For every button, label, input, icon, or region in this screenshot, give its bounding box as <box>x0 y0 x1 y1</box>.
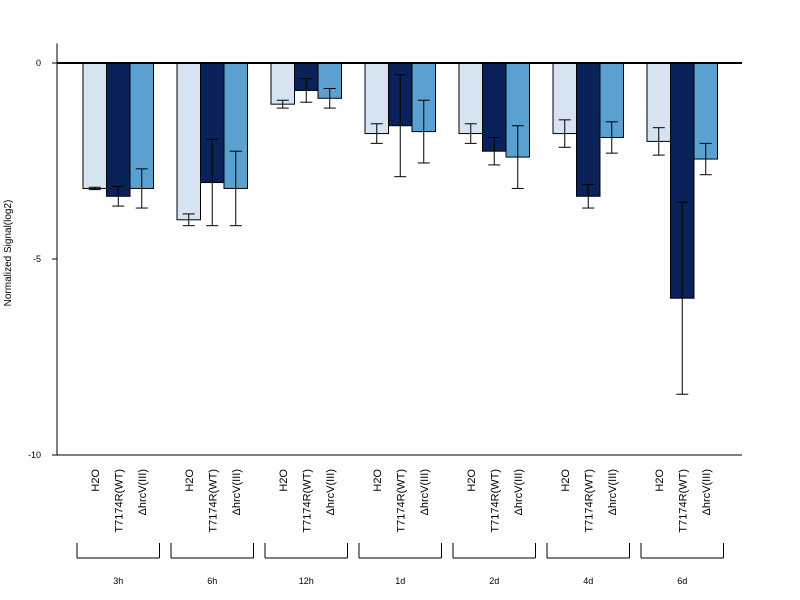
bar-1d-0 <box>364 62 389 135</box>
bar-6h-0 <box>176 62 201 221</box>
group-label: 4d <box>583 576 593 586</box>
category-label: H2O <box>654 469 666 492</box>
bar-3h-1 <box>106 62 131 197</box>
group-label: 12h <box>299 576 314 586</box>
bar-12h-0 <box>270 62 295 105</box>
category-label: ΔhrcV(III) <box>607 469 619 515</box>
y-axis-title: Normalized Signal(log2) <box>3 200 14 307</box>
category-label: H2O <box>278 469 290 492</box>
category-label: H2O <box>466 469 478 492</box>
category-label: H2O <box>560 469 572 492</box>
category-label: T7174R(WT) <box>301 469 313 533</box>
category-label: T7174R(WT) <box>113 469 125 533</box>
group-label: 2d <box>489 576 499 586</box>
category-label: T7174R(WT) <box>489 469 501 533</box>
category-label: T7174R(WT) <box>583 469 595 533</box>
category-label: ΔhrcV(III) <box>419 469 431 515</box>
group-label: 6d <box>677 576 687 586</box>
bar-3h-0 <box>82 62 107 189</box>
category-label: H2O <box>372 469 384 492</box>
category-label: ΔhrcV(III) <box>137 469 149 515</box>
bar-2d-0 <box>458 62 483 135</box>
category-label: ΔhrcV(III) <box>325 469 337 515</box>
group-label: 6h <box>207 576 217 586</box>
category-label: ΔhrcV(III) <box>513 469 525 515</box>
y-tick-label: 0 <box>36 58 41 68</box>
y-tick-label: -10 <box>28 450 41 460</box>
category-label: T7174R(WT) <box>395 469 407 533</box>
category-label: ΔhrcV(III) <box>231 469 243 515</box>
bar-4d-1 <box>576 62 601 197</box>
group-label: 3h <box>113 576 123 586</box>
y-tick-label: -5 <box>33 254 41 264</box>
category-label: H2O <box>184 469 196 492</box>
category-label: ΔhrcV(III) <box>701 469 713 515</box>
category-label: H2O <box>90 469 102 492</box>
category-label: T7174R(WT) <box>207 469 219 533</box>
category-label: T7174R(WT) <box>677 469 689 533</box>
group-label: 1d <box>395 576 405 586</box>
